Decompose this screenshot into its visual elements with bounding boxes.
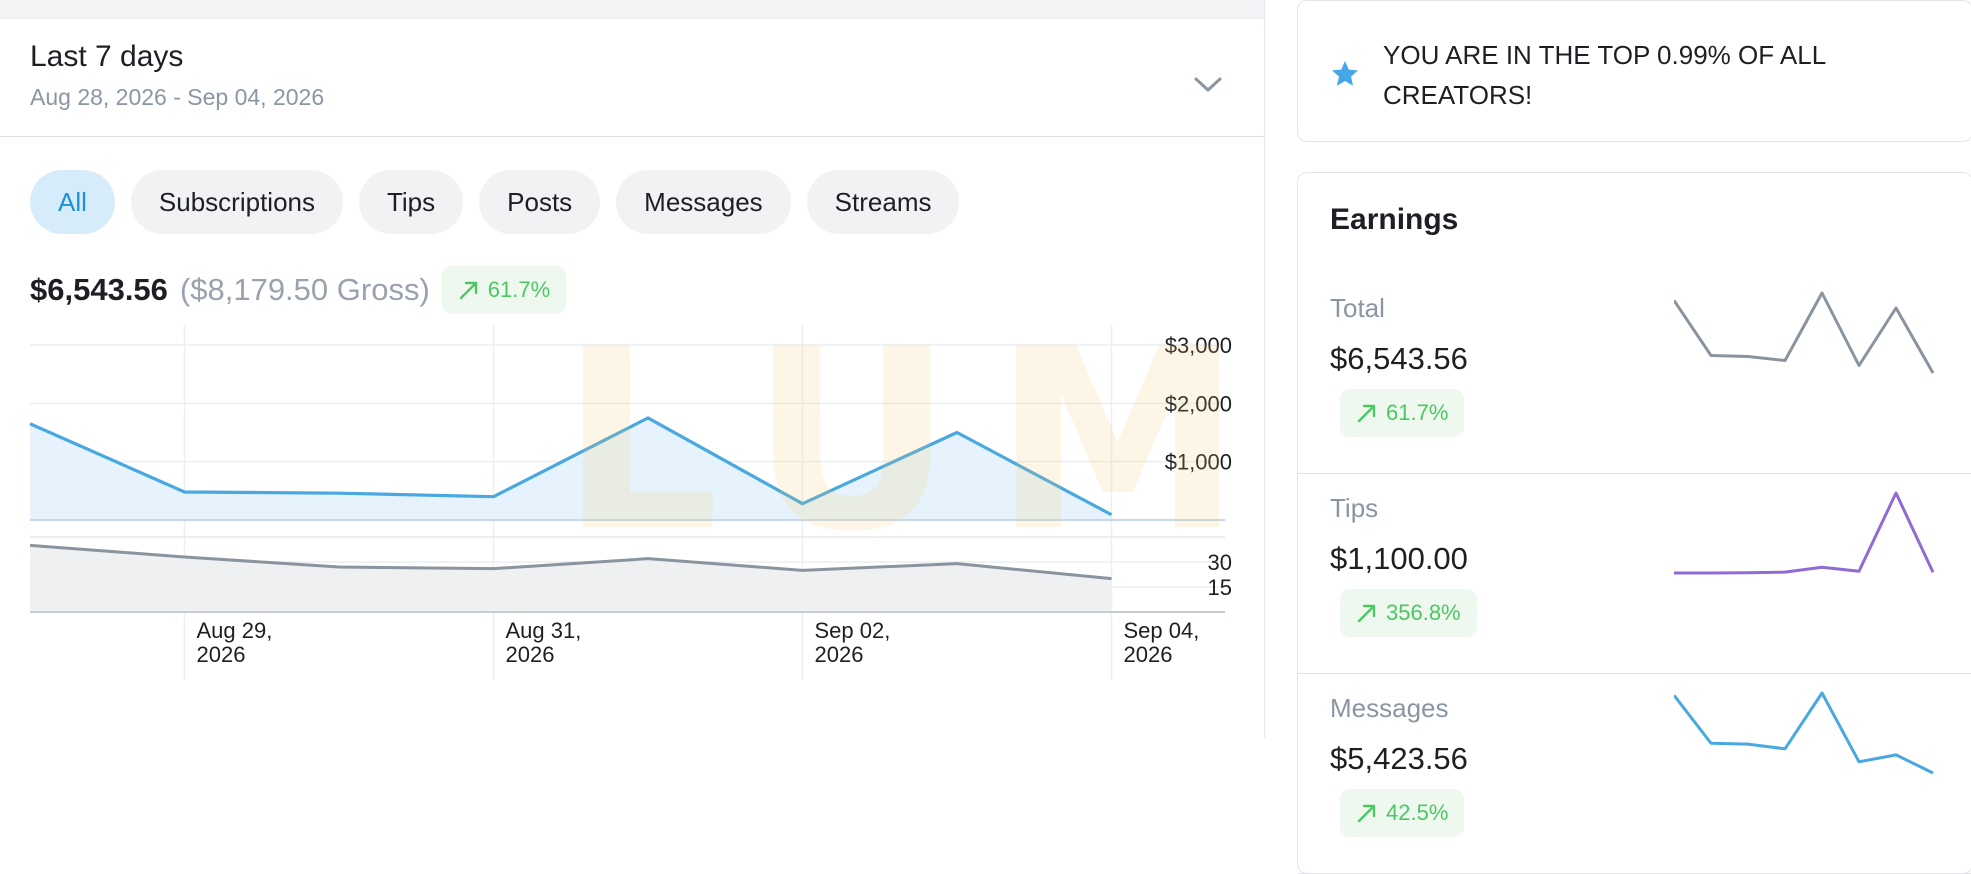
trend-up-icon <box>458 279 480 301</box>
row-amount: $5,423.56 <box>1330 741 1468 777</box>
top-creator-banner: YOU ARE IN THE TOP 0.99% OF ALL CREATORS… <box>1297 0 1971 142</box>
trend-up-icon <box>1356 402 1378 424</box>
net-earnings: $6,543.56 <box>30 272 168 308</box>
y-tick-label: 30 <box>1208 550 1232 575</box>
sparkline-path <box>1674 693 1933 773</box>
change-value: 61.7% <box>1386 400 1448 426</box>
row-amount: $1,100.00 <box>1330 541 1468 577</box>
trend-up-icon <box>1356 802 1378 824</box>
sparkline-path <box>1674 493 1933 573</box>
change-value: 42.5% <box>1386 800 1448 826</box>
filter-messages[interactable]: Messages <box>616 170 791 234</box>
change-badge: 356.8% <box>1340 589 1477 637</box>
x-tick-label: Aug 29,2026 <box>197 618 273 667</box>
x-tick-label: Sep 04,2026 <box>1124 618 1200 667</box>
period-range: Aug 28, 2026 - Sep 04, 2026 <box>30 84 324 111</box>
earnings-title: Earnings <box>1330 203 1458 237</box>
change-value: 356.8% <box>1386 600 1461 626</box>
change-badge: 61.7% <box>1340 389 1464 437</box>
period-selector[interactable]: Last 7 days Aug 28, 2026 - Sep 04, 2026 <box>0 18 1264 137</box>
filter-tips[interactable]: Tips <box>359 170 463 234</box>
earnings-summary: $6,543.56 ($8,179.50 Gross) 61.7% <box>30 265 566 315</box>
row-amount: $6,543.56 <box>1330 341 1468 377</box>
filter-subscriptions[interactable]: Subscriptions <box>131 170 343 234</box>
earnings-row-messages[interactable]: Messages $5,423.56 42.5% <box>1298 673 1971 874</box>
sparkline-tips <box>1674 473 1964 663</box>
y-tick-label: $2,000 <box>1165 391 1232 416</box>
filter-all[interactable]: All <box>30 170 115 234</box>
filter-tabs: All Subscriptions Tips Posts Messages St… <box>30 170 959 234</box>
change-badge: 61.7% <box>442 266 566 314</box>
y-tick-label: $3,000 <box>1165 333 1232 358</box>
sparkline-path <box>1674 293 1933 373</box>
series-area-count <box>30 545 1112 612</box>
row-label: Tips <box>1330 493 1378 524</box>
filter-posts[interactable]: Posts <box>479 170 600 234</box>
star-icon <box>1330 59 1360 89</box>
filter-streams[interactable]: Streams <box>807 170 960 234</box>
chevron-down-icon[interactable] <box>1188 64 1228 104</box>
period-title: Last 7 days <box>30 40 183 74</box>
y-tick-label: $1,000 <box>1165 450 1232 475</box>
earnings-row-tips[interactable]: Tips $1,100.00 356.8% <box>1298 473 1971 674</box>
banner-text: YOU ARE IN THE TOP 0.99% OF ALL CREATORS… <box>1383 35 1863 115</box>
series-area-earnings <box>30 418 1112 520</box>
trend-up-icon <box>1356 602 1378 624</box>
sparkline-total <box>1674 273 1964 463</box>
row-label: Messages <box>1330 693 1449 724</box>
row-label: Total <box>1330 293 1385 324</box>
x-tick-label: Sep 02,2026 <box>815 618 891 667</box>
top-strip <box>0 0 1264 19</box>
change-value: 61.7% <box>488 277 550 303</box>
earnings-row-total[interactable]: Total $6,543.56 61.7% <box>1298 273 1971 474</box>
earnings-statistics-panel: Last 7 days Aug 28, 2026 - Sep 04, 2026 … <box>0 0 1265 738</box>
x-tick-label: Aug 31,2026 <box>506 618 582 667</box>
y-tick-label: 15 <box>1208 575 1232 600</box>
sparkline-messages <box>1674 673 1964 863</box>
change-badge: 42.5% <box>1340 789 1464 837</box>
gross-earnings: ($8,179.50 Gross) <box>180 272 430 308</box>
earnings-card: Earnings Total $6,543.56 61.7% Tips $1,1… <box>1297 172 1971 874</box>
